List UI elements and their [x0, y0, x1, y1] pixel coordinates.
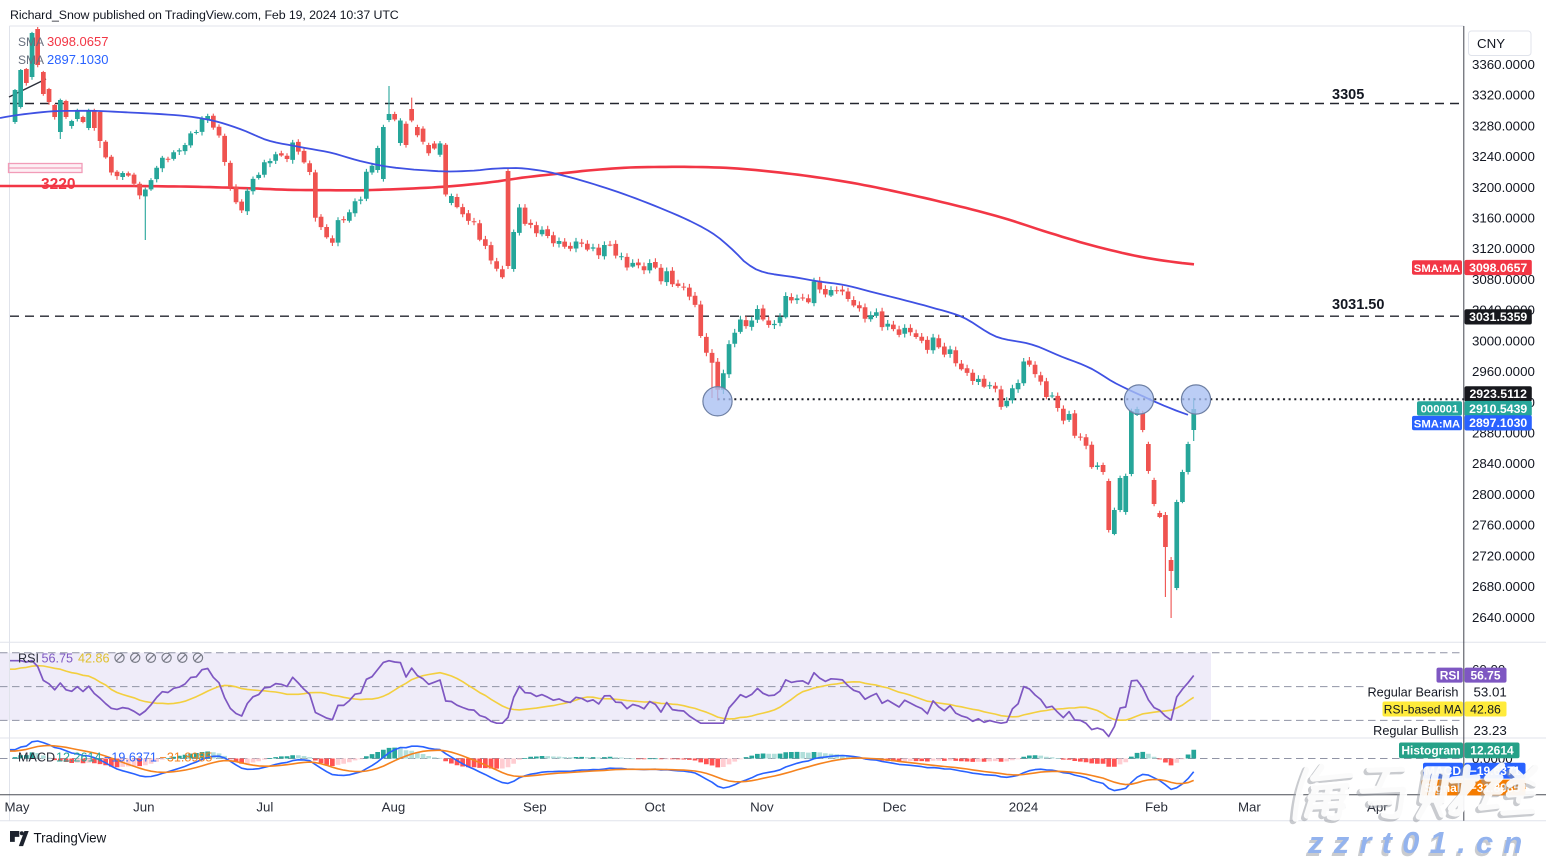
- svg-text:3200.0000: 3200.0000: [1472, 180, 1535, 195]
- svg-text:Dec: Dec: [883, 800, 907, 815]
- svg-text:3240.0000: 3240.0000: [1472, 149, 1535, 164]
- svg-text:MACD: MACD: [18, 751, 55, 765]
- svg-text:RSI: RSI: [18, 652, 39, 666]
- svg-text:3098.0657: 3098.0657: [47, 34, 108, 49]
- svg-text:3280.0000: 3280.0000: [1472, 118, 1535, 133]
- svg-text:2910.5439: 2910.5439: [1469, 402, 1527, 416]
- svg-text:Regular Bearish: Regular Bearish: [1368, 686, 1459, 700]
- svg-text:3360.0000: 3360.0000: [1472, 57, 1535, 72]
- svg-text:2960.0000: 2960.0000: [1472, 364, 1535, 379]
- svg-text:−31.8985: −31.8985: [160, 751, 213, 765]
- svg-text:RSI-based MA: RSI-based MA: [1384, 702, 1462, 716]
- svg-text:RSI: RSI: [1440, 668, 1460, 682]
- svg-text:Feb: Feb: [1145, 800, 1168, 815]
- svg-text:2024: 2024: [1009, 800, 1039, 815]
- svg-text:3098.0657: 3098.0657: [1469, 261, 1527, 275]
- svg-text:Aug: Aug: [382, 800, 406, 815]
- svg-text:23.23: 23.23: [1474, 723, 1507, 738]
- svg-text:2897.1030: 2897.1030: [1469, 416, 1527, 430]
- svg-text:2680.0000: 2680.0000: [1472, 579, 1535, 594]
- svg-text:3320.0000: 3320.0000: [1472, 88, 1535, 103]
- svg-text:SMA:MA: SMA:MA: [1414, 418, 1460, 430]
- svg-text:Mar: Mar: [1238, 800, 1261, 815]
- svg-text:Histogram: Histogram: [1401, 744, 1460, 758]
- svg-text:000001: 000001: [1421, 404, 1459, 416]
- svg-text:3305: 3305: [1332, 87, 1364, 103]
- svg-text:3031.5359: 3031.5359: [1469, 310, 1527, 324]
- svg-text:−19.6371: −19.6371: [104, 751, 157, 765]
- svg-text:2923.5112: 2923.5112: [1469, 387, 1527, 401]
- svg-text:zzrt01.cn: zzrt01.cn: [1307, 825, 1532, 857]
- svg-text:SMA:MA: SMA:MA: [1414, 263, 1460, 275]
- svg-text:SMA: SMA: [18, 35, 44, 49]
- svg-text:3120.0000: 3120.0000: [1472, 241, 1535, 256]
- svg-text:3031.50: 3031.50: [1332, 297, 1384, 313]
- svg-text:Jul: Jul: [256, 800, 273, 815]
- svg-text:May: May: [4, 800, 29, 815]
- svg-text:2720.0000: 2720.0000: [1472, 548, 1535, 563]
- svg-text:56.75: 56.75: [42, 652, 74, 666]
- svg-text:zzrt01.cn: zzrt01.cn: [1305, 828, 1530, 857]
- svg-text:3080.0000: 3080.0000: [1472, 272, 1535, 287]
- svg-text:53.01: 53.01: [1474, 685, 1507, 700]
- svg-text:2800.0000: 2800.0000: [1472, 487, 1535, 502]
- svg-text:SMA: SMA: [18, 53, 44, 67]
- svg-text:Richard_Snow published on Trad: Richard_Snow published on TradingView.co…: [10, 8, 399, 22]
- svg-text:12.2614: 12.2614: [56, 751, 102, 765]
- svg-text:2897.1030: 2897.1030: [47, 52, 108, 67]
- svg-text:Sep: Sep: [523, 800, 547, 815]
- svg-text:42.86: 42.86: [78, 652, 110, 666]
- svg-text:Jun: Jun: [133, 800, 154, 815]
- svg-text:Nov: Nov: [750, 800, 774, 815]
- svg-text:TradingView: TradingView: [34, 831, 107, 846]
- svg-text:2760.0000: 2760.0000: [1472, 518, 1535, 533]
- svg-text:3000.0000: 3000.0000: [1472, 333, 1535, 348]
- svg-text:2840.0000: 2840.0000: [1472, 456, 1535, 471]
- svg-text:2640.0000: 2640.0000: [1472, 610, 1535, 625]
- svg-text:CNY: CNY: [1477, 36, 1505, 51]
- svg-text:3220: 3220: [41, 176, 75, 193]
- svg-text:Oct: Oct: [645, 800, 666, 815]
- svg-text:3160.0000: 3160.0000: [1472, 211, 1535, 226]
- svg-text:12.2614: 12.2614: [1470, 744, 1514, 758]
- svg-text:56.75: 56.75: [1470, 668, 1500, 682]
- svg-text:42.86: 42.86: [1470, 702, 1501, 716]
- svg-text:Regular Bullish: Regular Bullish: [1373, 724, 1458, 738]
